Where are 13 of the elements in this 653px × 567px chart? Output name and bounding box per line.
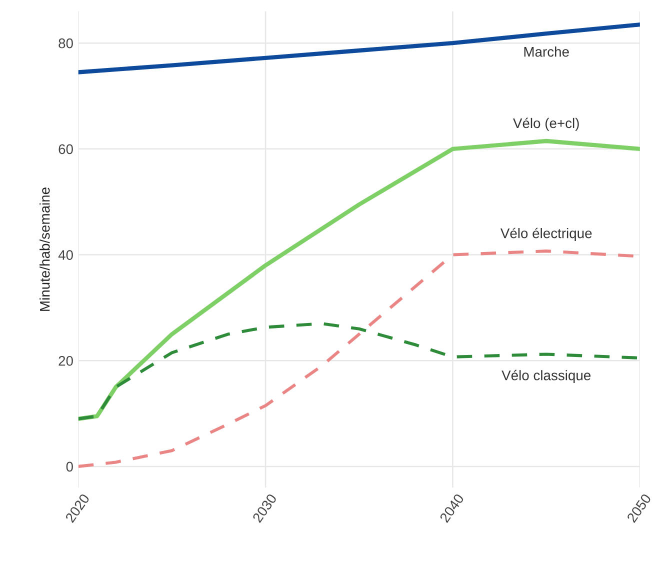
y-tick-label: 80 — [58, 38, 73, 48]
y-tick-label: 60 — [58, 144, 73, 154]
line-series — [78, 22, 640, 74]
series-label: Vélo (e+cl) — [513, 118, 579, 131]
y-tick-label: 20 — [58, 356, 73, 366]
line-series — [78, 138, 640, 421]
y-axis-title: Minute/hab/semaine — [40, 188, 50, 311]
y-tick-label: 40 — [58, 250, 73, 260]
series-label: Vélo électrique — [500, 228, 592, 241]
series-label: Marche — [524, 46, 569, 57]
series-label: Vélo classique — [502, 370, 591, 384]
line-series — [78, 322, 640, 420]
y-tick-label: 0 — [66, 462, 73, 472]
